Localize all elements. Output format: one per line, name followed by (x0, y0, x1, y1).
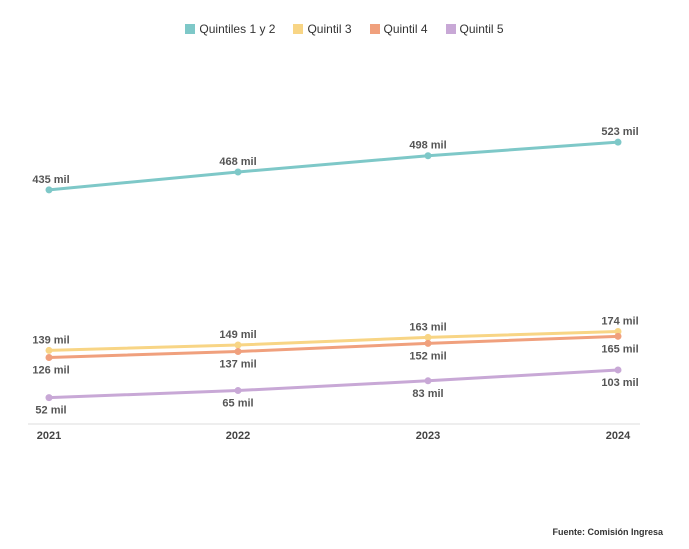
data-point-s3-1 (45, 353, 53, 361)
series-lines (48, 140, 619, 400)
data-point-s4-3 (424, 377, 432, 385)
data-label-s1-4: 523 mil (601, 126, 638, 138)
series-line-2 (48, 329, 619, 352)
data-point-s1-2 (234, 168, 242, 176)
data-label-s4-4: 103 mil (601, 377, 638, 389)
legend-item-quintil-4: Quintil 4 (369, 22, 428, 36)
data-label-s3-1: 126 mil (32, 364, 69, 376)
x-tick-2024: 2024 (606, 430, 631, 442)
chart-legend: Quintiles 1 y 2 Quintil 3 Quintil 4 Quin… (0, 22, 689, 36)
data-label-s3-2: 137 mil (219, 359, 256, 371)
data-point-s3-3 (424, 339, 432, 347)
legend-swatch-quintil-4 (369, 24, 380, 34)
data-label-s3-4: 165 mil (601, 343, 638, 355)
legend-label-quintil-3: Quintil 3 (307, 22, 352, 36)
data-point-s2-4 (614, 327, 622, 335)
data-point-s1-3 (424, 152, 432, 160)
source-note: Fuente: Comisión Ingresa (552, 527, 663, 537)
legend-swatch-quintil-5 (445, 24, 456, 34)
data-label-s2-4: 174 mil (601, 315, 638, 327)
x-tick-2023: 2023 (416, 430, 440, 442)
series-points (45, 138, 622, 402)
data-label-s1-2: 468 mil (219, 156, 256, 168)
legend-label-quintiles-1-2: Quintiles 1 y 2 (199, 22, 276, 36)
x-tick-2022: 2022 (226, 430, 250, 442)
data-label-s1-1: 435 mil (32, 174, 69, 186)
data-point-s4-2 (234, 387, 242, 395)
data-label-s4-2: 65 mil (222, 398, 253, 410)
series-line-1 (48, 140, 619, 192)
data-point-s2-2 (234, 341, 242, 349)
data-label-s1-3: 498 mil (409, 140, 446, 152)
legend-label-quintil-4: Quintil 4 (383, 22, 428, 36)
data-label-s4-3: 83 mil (412, 388, 443, 400)
data-point-s2-1 (45, 346, 53, 354)
x-axis-ticks: 2021 2022 2023 2024 (37, 430, 631, 442)
legend-item-quintil-3: Quintil 3 (293, 22, 352, 36)
legend-swatch-quintil-3 (293, 24, 304, 34)
series-line-4 (48, 368, 619, 400)
data-label-s4-1: 52 mil (35, 405, 66, 417)
series-line-3 (48, 334, 619, 359)
data-point-s1-1 (45, 186, 53, 194)
data-point-s3-2 (234, 348, 242, 356)
legend-item-quintiles-1-2: Quintiles 1 y 2 (185, 22, 275, 36)
data-label-s2-3: 163 mil (409, 321, 446, 333)
legend-item-quintil-5: Quintil 5 (445, 22, 504, 36)
x-tick-2021: 2021 (37, 430, 61, 442)
data-point-s3-4 (614, 332, 622, 340)
legend-label-quintil-5: Quintil 5 (459, 22, 504, 36)
data-labels: 435 mil 468 mil 498 mil 523 mil 139 mil 149 m… (32, 126, 638, 416)
legend-swatch-quintiles-1-2 (185, 24, 196, 34)
data-point-s2-3 (424, 333, 432, 341)
data-point-s1-4 (614, 138, 622, 146)
data-label-s3-3: 152 mil (409, 350, 446, 362)
data-label-s2-2: 149 mil (219, 329, 256, 341)
data-point-s4-4 (614, 366, 622, 374)
data-point-s4-1 (45, 394, 53, 402)
data-label-s2-1: 139 mil (32, 334, 69, 346)
